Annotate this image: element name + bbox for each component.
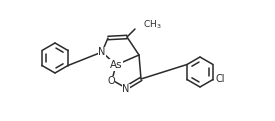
Text: O: O <box>107 76 115 86</box>
Text: N: N <box>98 47 106 57</box>
Text: N: N <box>122 84 130 94</box>
Text: CH$_3$: CH$_3$ <box>143 19 162 31</box>
Text: As: As <box>110 60 122 70</box>
Text: Cl: Cl <box>216 75 225 84</box>
